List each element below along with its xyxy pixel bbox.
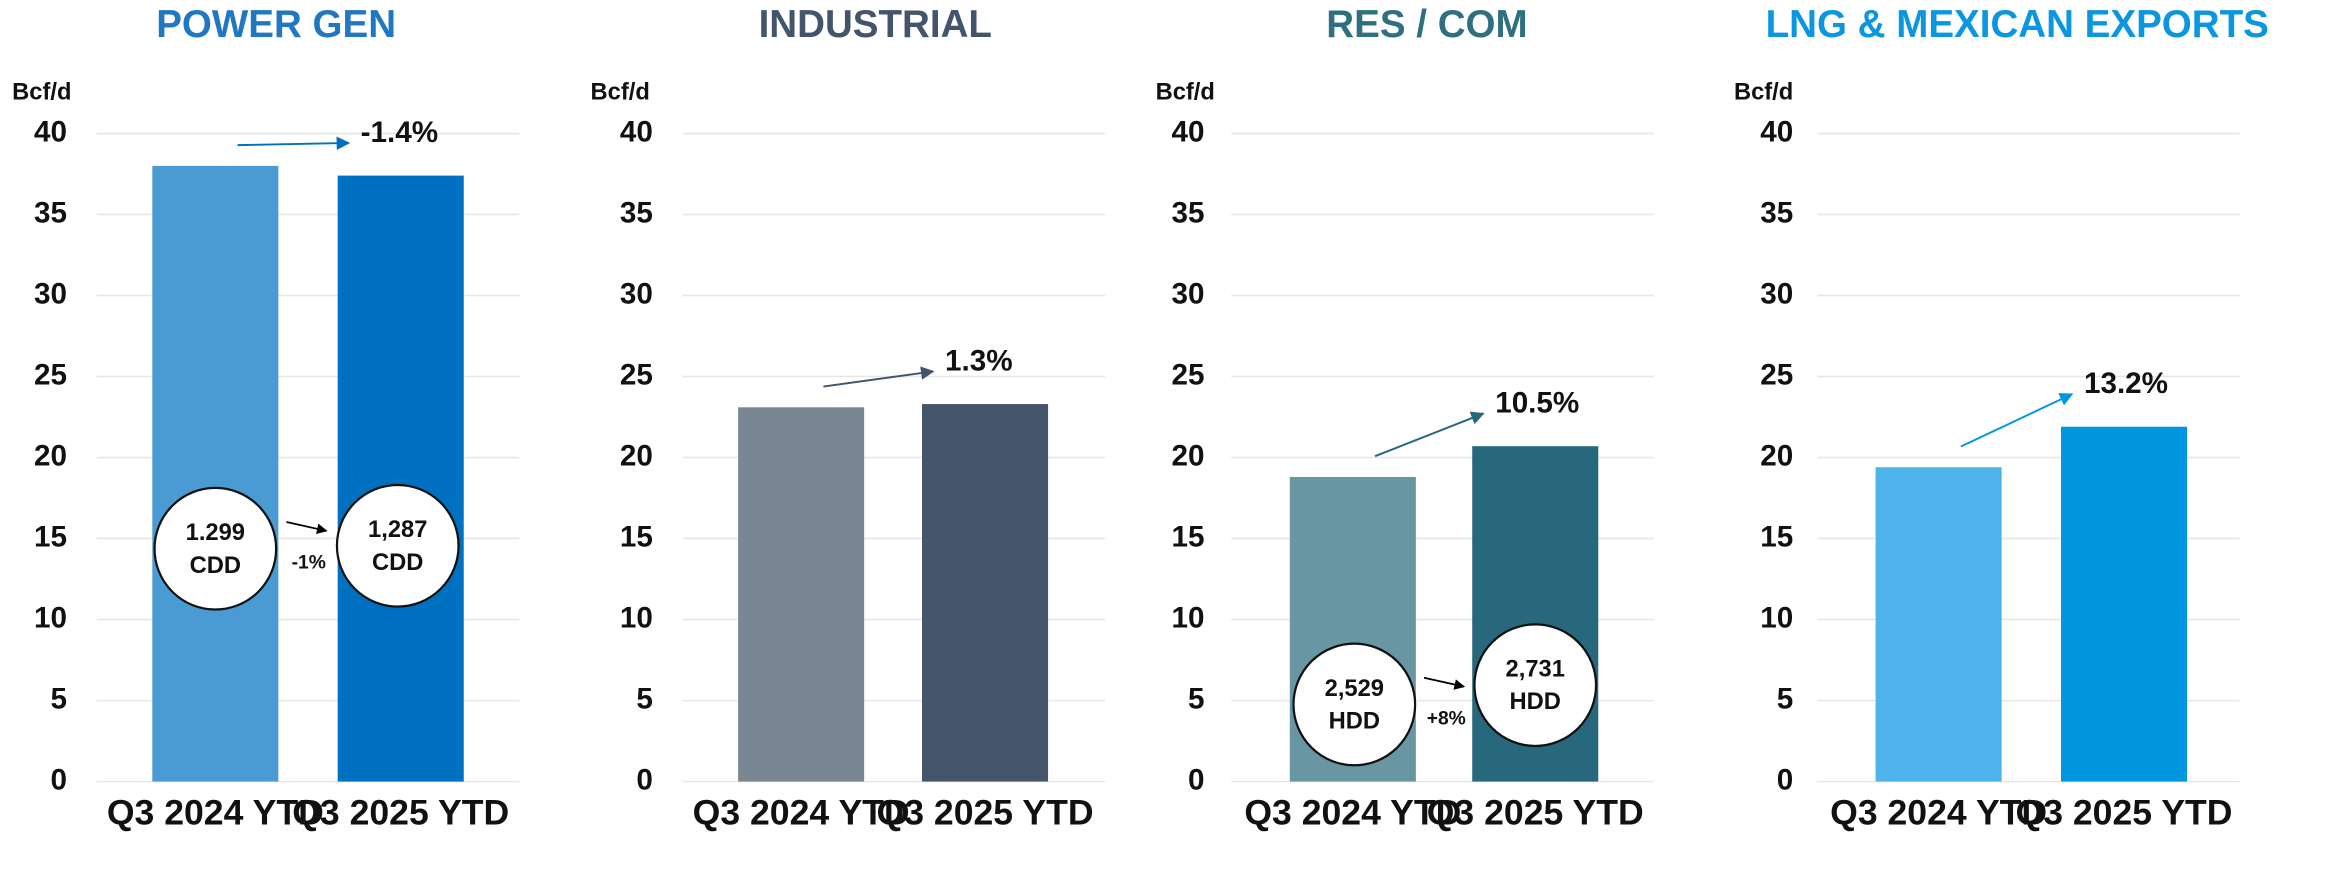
y-tick-label: 15 [620,520,653,553]
y-tick-label: 40 [1760,115,1793,148]
x-tick-label-box: Q3 2024 YTD [1830,793,2048,834]
y-tick-label: 25 [34,358,67,391]
change-label: 13.2% [2084,367,2168,400]
y-tick-label: 20 [1760,439,1793,472]
y-tick-label: 20 [1172,439,1205,472]
chart-title: POWER GEN [156,3,396,46]
change-label: 10.5% [1495,386,1579,419]
y-tick-label: 35 [1172,196,1205,229]
degree-day-circle [335,483,460,608]
y-tick-label: 35 [34,196,67,229]
chart-title: LNG & MEXICAN EXPORTS [1766,3,2269,46]
x-tick-label: Q3 2024 YTD [692,793,910,834]
x-tick-label-box: Q3 2025 YTD [2015,793,2233,834]
degree-day-value: 2,529 [1325,676,1384,702]
bar [1875,467,2002,782]
x-tick-label-box: Q3 2025 YTD [1426,793,1644,834]
y-tick-label: 30 [620,277,653,310]
degree-day-circle [1473,623,1598,748]
degree-day-unit: HDD [1510,689,1561,715]
x-tick-label: Q3 2025 YTD [2015,793,2233,834]
bar [152,165,279,782]
y-tick-label: 0 [1777,763,1794,796]
y-axis-label: Bcf/d [591,80,650,106]
x-tick-label-box: Q3 2025 YTD [292,793,510,834]
x-tick-label-box: Q3 2025 YTD [876,793,1094,834]
change-arrow [823,366,935,388]
chart-title: INDUSTRIAL [759,3,992,46]
y-tick-label: 5 [636,682,652,715]
bar [738,407,865,782]
y-axis-label: Bcf/d [12,80,71,106]
y-tick-label: 35 [1760,196,1793,229]
y-tick-label: 0 [636,763,652,796]
y-axis-label: Bcf/d [1156,80,1215,106]
y-tick-label: 30 [34,277,67,310]
change-arrow [237,136,351,150]
y-tick-label: 40 [34,115,67,148]
degree-day-value: 2,731 [1506,657,1565,683]
x-tick-label-box: Q3 2024 YTD [692,793,910,834]
y-tick-label: 35 [620,196,653,229]
y-tick-label: 30 [1760,277,1793,310]
y-tick-label: 0 [51,763,67,796]
y-tick-label: 20 [620,439,653,472]
x-tick-label: Q3 2024 YTD [106,793,324,834]
degree-day-change: -1% [292,553,326,574]
y-tick-label: 5 [1777,682,1794,715]
y-axis-label: Bcf/d [1734,80,1793,106]
y-tick-label: 40 [1172,115,1205,148]
y-tick-label: 5 [1188,682,1205,715]
degree-day-value: 1.299 [186,520,245,546]
x-tick-label-box: Q3 2024 YTD [106,793,324,834]
x-tick-label: Q3 2025 YTD [292,793,510,834]
bar [337,175,464,782]
y-tick-label: 15 [34,520,67,553]
change-label: -1.4% [361,116,438,149]
x-tick-label: Q3 2025 YTD [876,793,1094,834]
y-tick-label: 10 [1760,601,1793,634]
degree-day-arrow [1423,676,1466,690]
x-tick-label: Q3 2024 YTD [1244,793,1462,834]
degree-day-circle [1292,642,1417,767]
y-tick-label: 20 [34,439,67,472]
y-tick-label: 10 [34,601,67,634]
degree-day-arrow [286,521,328,535]
y-tick-label: 25 [1172,358,1205,391]
y-tick-label: 0 [1188,763,1205,796]
y-tick-label: 10 [620,601,653,634]
y-tick-label: 5 [51,682,67,715]
y-tick-label: 25 [1760,358,1793,391]
bar [922,404,1049,782]
x-tick-label: Q3 2025 YTD [1426,793,1644,834]
y-tick-label: 15 [1172,520,1205,553]
degree-day-circle [153,486,278,611]
y-tick-label: 25 [620,358,653,391]
degree-day-change: +8% [1427,708,1466,729]
degree-day-value: 1,287 [368,517,427,543]
degree-day-unit: CDD [190,553,241,579]
x-tick-label: Q3 2024 YTD [1830,793,2048,834]
y-tick-label: 30 [1172,277,1205,310]
degree-day-unit: CDD [372,550,423,576]
y-tick-label: 10 [1172,601,1205,634]
bar [2060,426,2188,782]
change-label: 1.3% [945,344,1013,377]
y-tick-label: 40 [620,115,653,148]
degree-day-unit: HDD [1329,709,1380,735]
x-tick-label-box: Q3 2024 YTD [1244,793,1462,834]
change-arrow [1374,411,1485,458]
y-tick-label: 15 [1760,520,1793,553]
change-arrow [1960,393,2074,448]
chart-title: RES / COM [1326,3,1527,46]
